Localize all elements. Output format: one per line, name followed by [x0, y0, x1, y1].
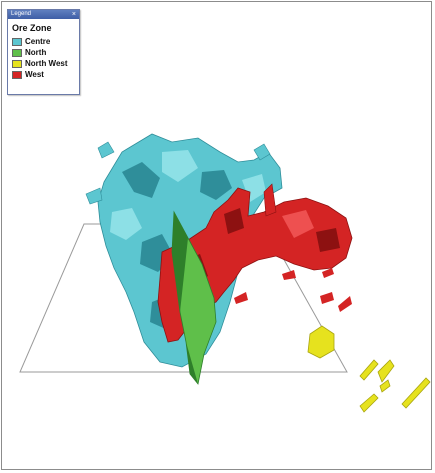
legend-swatch-north	[12, 48, 22, 57]
legend-label-centre: Centre	[25, 37, 51, 46]
legend-label-north: North	[25, 48, 47, 57]
legend-window-title: Legend	[11, 11, 32, 17]
legend-label-west: West	[25, 70, 44, 79]
legend-label-north-west: North West	[25, 59, 68, 68]
close-icon[interactable]: ×	[71, 11, 76, 18]
legend-titlebar[interactable]: Legend ×	[8, 10, 79, 19]
legend-item-north: North	[12, 47, 79, 58]
legend-swatch-centre	[12, 37, 22, 46]
legend-item-west: West	[12, 69, 79, 80]
legend-swatch-north-west	[12, 59, 22, 68]
legend-item-centre: Centre	[12, 36, 79, 47]
north-ore-body[interactable]	[171, 210, 217, 385]
legend-item-north-west: North West	[12, 58, 79, 69]
north-west-ore-body[interactable]	[307, 325, 431, 413]
legend-heading: Ore Zone	[12, 23, 52, 33]
legend-window[interactable]: Legend × Ore Zone Centre North North Wes…	[7, 9, 80, 95]
legend-swatch-west	[12, 70, 22, 79]
ore-zone-3d-scene[interactable]	[2, 2, 431, 469]
